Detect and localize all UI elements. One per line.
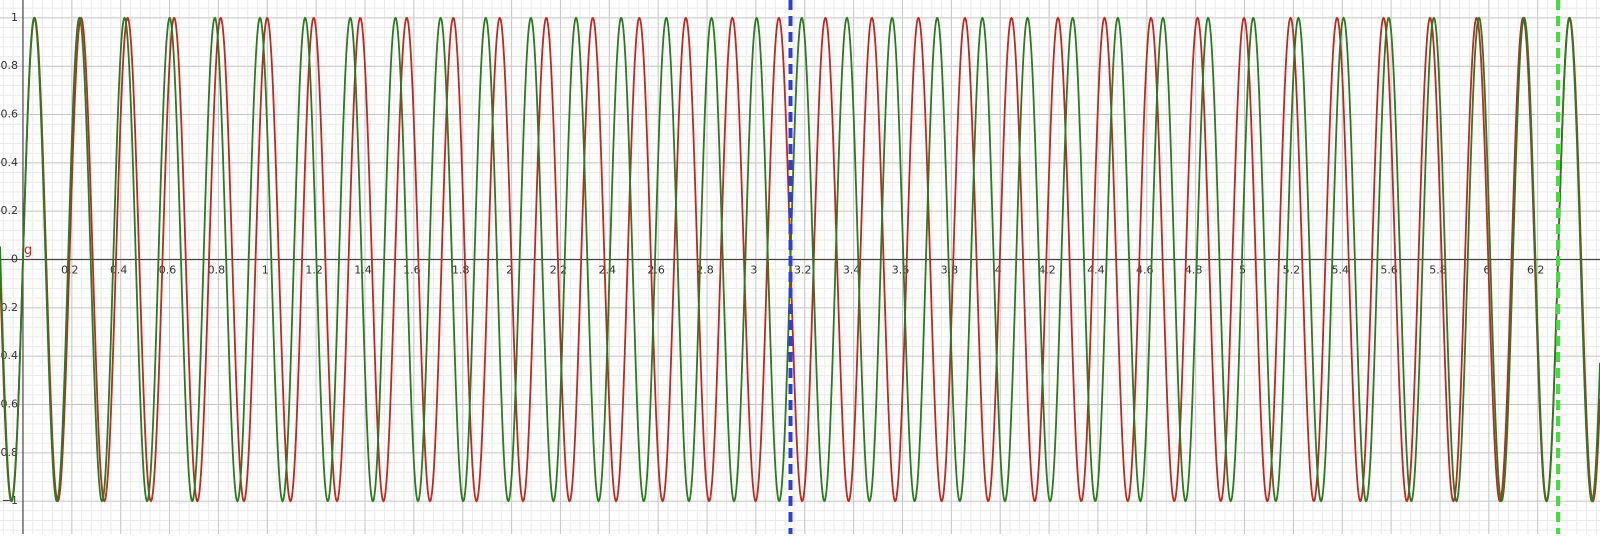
function-label: g bbox=[24, 243, 32, 258]
y-tick-label: −0.8 bbox=[0, 446, 18, 459]
x-tick-label: 1.4 bbox=[354, 264, 372, 277]
x-tick-label: 3.4 bbox=[843, 264, 861, 277]
x-tick-label: 3 bbox=[750, 264, 757, 277]
x-tick-label: 1.8 bbox=[452, 264, 470, 277]
y-tick-label: 0.6 bbox=[0, 108, 18, 121]
x-tick-label: 2 bbox=[506, 264, 513, 277]
y-tick-label: 0 bbox=[11, 253, 18, 266]
x-tick-label: 6 bbox=[1483, 264, 1490, 277]
y-tick-label: 0.2 bbox=[0, 204, 18, 217]
y-tick-label: −1 bbox=[2, 494, 18, 507]
x-tick-label: 1 bbox=[262, 264, 269, 277]
x-tick-label: 4.2 bbox=[1038, 264, 1056, 277]
x-tick-label: 0.8 bbox=[208, 264, 226, 277]
x-tick-label: 3.2 bbox=[794, 264, 812, 277]
x-tick-label: 2.6 bbox=[647, 264, 665, 277]
y-tick-label: −0.6 bbox=[0, 397, 18, 410]
x-tick-label: 4.8 bbox=[1185, 264, 1203, 277]
x-tick-label: 5.4 bbox=[1332, 264, 1350, 277]
x-tick-label: 3.6 bbox=[892, 264, 910, 277]
x-tick-label: 0.4 bbox=[110, 264, 128, 277]
x-tick-label: 2.4 bbox=[599, 264, 617, 277]
x-tick-label: 5.8 bbox=[1429, 264, 1447, 277]
x-tick-label: 5.6 bbox=[1380, 264, 1398, 277]
y-tick-label: 0.4 bbox=[0, 156, 18, 169]
x-tick-label: 1.2 bbox=[305, 264, 323, 277]
y-tick-label: −0.4 bbox=[0, 349, 18, 362]
x-tick-label: 4.6 bbox=[1136, 264, 1154, 277]
y-tick-label: −0.2 bbox=[0, 301, 18, 314]
x-tick-label: 4.4 bbox=[1087, 264, 1105, 277]
function-curve bbox=[0, 16, 1600, 503]
x-tick-label: 5.2 bbox=[1283, 264, 1301, 277]
x-tick-label: 4 bbox=[995, 264, 1002, 277]
function-curve bbox=[0, 16, 1600, 503]
y-tick-label: 0.8 bbox=[0, 59, 18, 72]
y-tick-label: 1 bbox=[11, 11, 18, 24]
